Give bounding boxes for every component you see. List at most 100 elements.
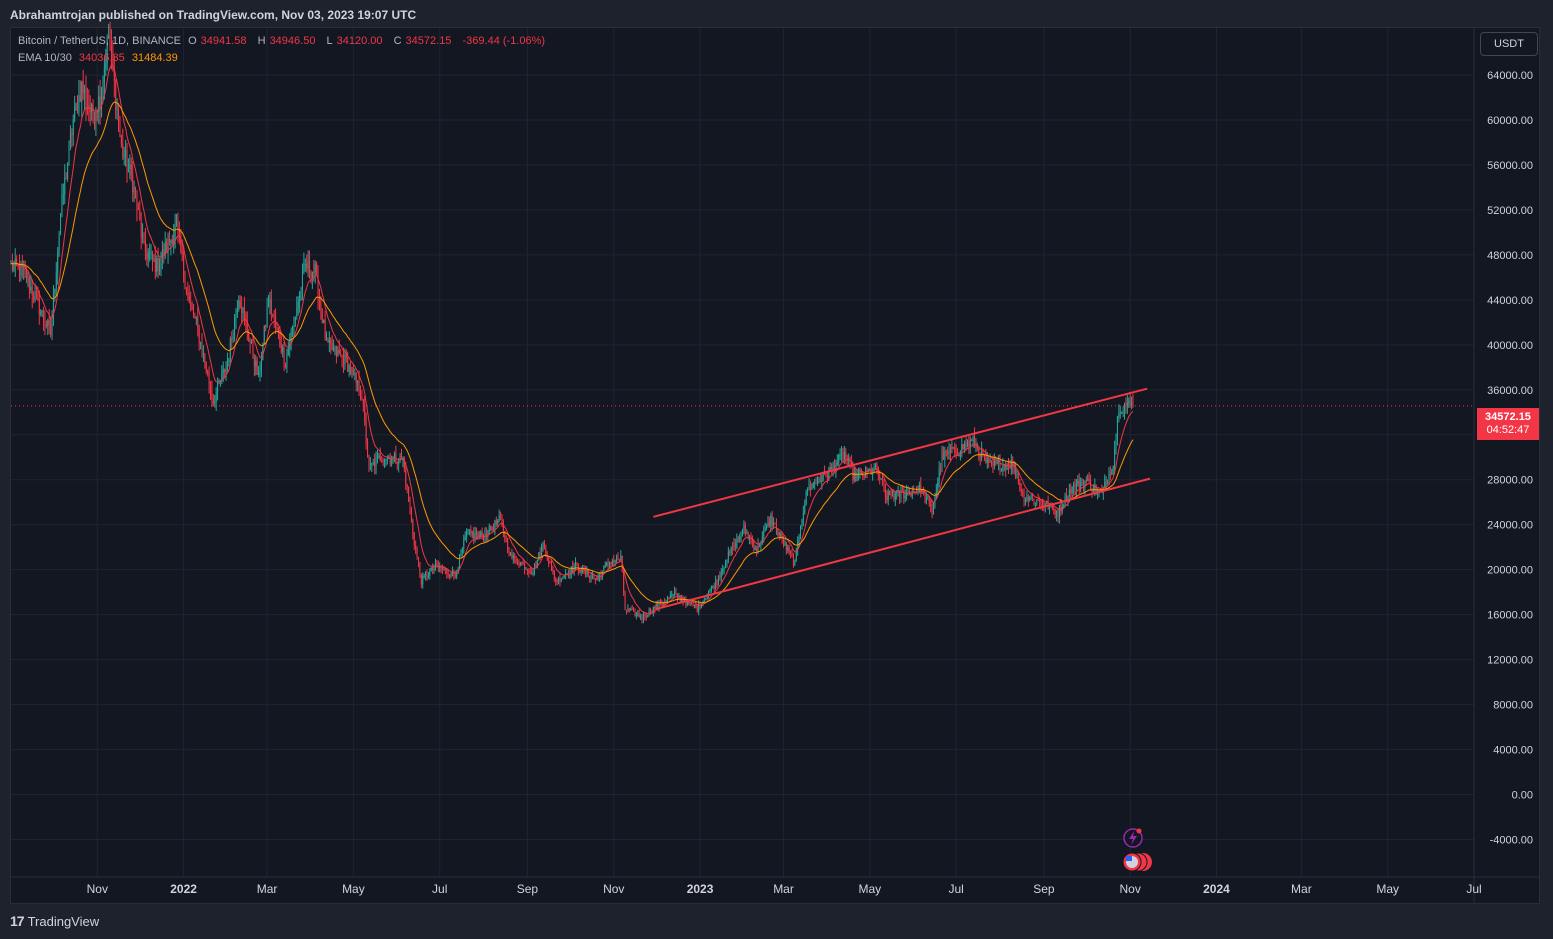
high-label: H: [257, 35, 266, 47]
candle-body: [907, 491, 909, 493]
x-tick-label: 2024: [1203, 882, 1230, 896]
candle-body: [899, 490, 901, 497]
candle-body: [103, 68, 105, 83]
price-axis[interactable]: 64000.00 60000.00 56000.00 52000.00 48000.00…: [1487, 70, 1533, 847]
y-tick-label: 64000.00: [1487, 70, 1533, 82]
candle-body: [641, 616, 643, 620]
candle-body: [52, 294, 54, 318]
candle-body: [676, 593, 678, 598]
candle-body: [1099, 489, 1101, 492]
candle-body: [410, 509, 412, 520]
symbol-name[interactable]: Bitcoin / TetherUS, 1D, BINANCE: [18, 35, 182, 47]
candle-body: [477, 533, 479, 537]
candle-body: [1040, 501, 1042, 505]
candle-body: [609, 561, 610, 565]
chart-frame[interactable]: [10, 27, 1540, 904]
candle-body: [105, 63, 107, 69]
candle-body: [321, 310, 323, 323]
candle-body: [65, 178, 67, 180]
x-tick-label: 2023: [687, 882, 714, 896]
event-markers[interactable]: [1122, 828, 1152, 872]
candle-body: [214, 402, 216, 404]
candle-body: [433, 567, 435, 570]
candle-body: [1116, 417, 1118, 438]
candle-body: [630, 608, 632, 611]
candle-body: [709, 590, 711, 594]
candle-body: [457, 568, 459, 574]
candle-body: [969, 440, 971, 447]
ohlc-open: O 34941.58: [188, 35, 250, 47]
candle-body: [306, 263, 308, 269]
candle-body: [777, 531, 779, 534]
candle-body: [98, 96, 100, 112]
candle-body: [181, 251, 183, 256]
candle-body: [594, 578, 596, 580]
last-price-value: 34572.15: [1485, 411, 1531, 423]
time-axis[interactable]: Nov 2022 Mar May Jul Sep Nov 2023 Mar May Jul Sep No…: [87, 882, 1482, 896]
candle-body: [456, 573, 458, 577]
ema-fast-line: [10, 64, 1134, 615]
low-label: L: [326, 35, 333, 47]
candle-body: [30, 286, 32, 291]
candle-body: [282, 347, 284, 352]
candle-body: [415, 544, 417, 549]
candle-body: [197, 317, 199, 328]
candle-body: [1015, 464, 1017, 478]
candle-body: [1002, 465, 1004, 471]
candle-body: [208, 372, 210, 385]
candle-body: [1044, 503, 1046, 506]
candle-body: [661, 604, 663, 606]
candle-body: [447, 573, 449, 575]
ema-legend[interactable]: EMA 10/30 34036.35 31484.39: [18, 52, 182, 64]
candle-body: [517, 562, 519, 564]
x-tick-label: 2022: [170, 882, 197, 896]
y-tick-label: 8000.00: [1493, 700, 1533, 712]
candle-body: [775, 524, 777, 534]
candle-body: [178, 229, 180, 235]
candle-body: [323, 320, 325, 323]
candle-body: [955, 452, 957, 454]
candle-body: [24, 265, 26, 271]
x-tick-label: May: [342, 882, 365, 896]
top-bar: Abrahamtrojan published on TradingView.c…: [0, 0, 1553, 28]
candle-body: [1054, 508, 1056, 515]
candle-body: [345, 354, 347, 358]
candle-body: [767, 521, 769, 527]
candle-body: [859, 470, 861, 473]
symbol-legend[interactable]: Bitcoin / TetherUS, 1D, BINANCE O 34941.5…: [18, 35, 549, 47]
event-dot-icon: [1136, 828, 1142, 834]
x-tick-label: Mar: [257, 882, 278, 896]
candle-body: [303, 265, 305, 272]
candle-body: [989, 461, 991, 463]
candle-body: [685, 600, 687, 605]
tradingview-logo[interactable]: 17 TradingView: [10, 913, 99, 929]
candle-body: [365, 420, 367, 443]
candle-body: [625, 609, 627, 611]
candle-body: [443, 568, 445, 570]
ema-label[interactable]: EMA 10/30: [18, 52, 72, 64]
candle-body: [1058, 505, 1060, 517]
candle-body: [1075, 483, 1077, 491]
candle-body: [732, 547, 734, 550]
candle-body: [1020, 490, 1022, 493]
candle-body: [638, 613, 640, 617]
candle-body: [1032, 496, 1034, 499]
candle-body: [125, 150, 127, 157]
candle-body: [409, 501, 411, 510]
candle-body: [716, 580, 718, 584]
candle-body: [382, 461, 384, 463]
candle-body: [760, 543, 762, 546]
candle-body: [116, 109, 118, 111]
candle-body: [258, 371, 260, 375]
candle-body: [427, 575, 429, 578]
candle-body: [532, 573, 534, 575]
currency-button[interactable]: USDT: [1480, 32, 1538, 56]
candle-body: [726, 559, 728, 565]
candle-body: [966, 442, 968, 447]
candle-body: [576, 562, 578, 565]
candle-body: [136, 195, 138, 210]
candle-body: [273, 314, 275, 317]
candle-body: [163, 249, 165, 256]
candle-body: [385, 459, 387, 461]
